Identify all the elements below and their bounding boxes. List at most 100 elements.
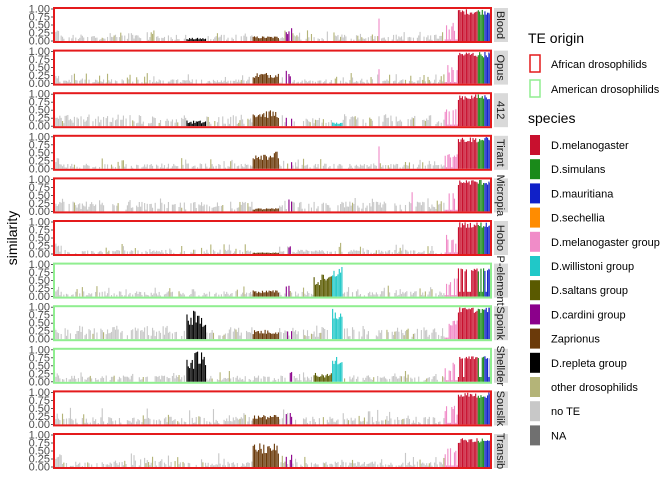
y-tick-label: 1.00 xyxy=(29,217,50,229)
similarity-bar xyxy=(306,464,309,467)
similarity-bar xyxy=(306,376,309,382)
similarity-bar xyxy=(161,250,163,254)
similarity-bar xyxy=(398,331,400,340)
similarity-bar xyxy=(337,165,339,169)
similarity-bar xyxy=(140,330,142,340)
similarity-bar xyxy=(408,80,411,84)
similarity-bar xyxy=(310,251,313,254)
similarity-bar xyxy=(277,453,279,467)
similarity-bar xyxy=(350,379,352,382)
similarity-bar xyxy=(191,79,193,84)
similarity-bar xyxy=(248,251,250,254)
similarity-bar xyxy=(387,464,389,467)
similarity-bar xyxy=(459,356,461,382)
similarity-bar xyxy=(118,291,121,297)
similarity-bar xyxy=(385,464,387,467)
similarity-bar xyxy=(87,36,89,41)
similarity-bar xyxy=(385,419,387,425)
similarity-bar xyxy=(120,378,122,382)
similarity-bar xyxy=(59,115,61,127)
similarity-bar xyxy=(60,202,62,212)
y-tick-label: 0.00 xyxy=(29,78,50,90)
similarity-bar xyxy=(272,290,274,297)
similarity-bar xyxy=(326,31,328,41)
similarity-bar xyxy=(394,80,396,84)
legend-label-species: D.cardini group xyxy=(551,309,626,321)
similarity-bar xyxy=(334,360,336,382)
similarity-bar xyxy=(249,291,252,297)
similarity-bar xyxy=(473,96,475,127)
similarity-bar xyxy=(302,287,305,297)
similarity-bar xyxy=(198,363,200,382)
y-tick-label: 0.75 xyxy=(29,12,50,24)
similarity-bar xyxy=(370,462,372,467)
similarity-bar xyxy=(469,184,471,212)
similarity-bar xyxy=(175,80,177,84)
similarity-bar xyxy=(79,325,81,340)
similarity-bar xyxy=(363,380,365,382)
similarity-bar xyxy=(116,81,118,84)
similarity-bar xyxy=(322,327,324,340)
similarity-bar xyxy=(136,164,138,169)
similarity-bar xyxy=(359,421,362,425)
similarity-bar xyxy=(475,138,477,169)
similarity-bar xyxy=(291,201,293,212)
similarity-bar xyxy=(448,193,450,212)
similarity-bar xyxy=(203,292,205,297)
panel-border xyxy=(53,433,492,469)
similarity-bar xyxy=(332,308,334,340)
similarity-bar xyxy=(219,36,221,41)
similarity-bar xyxy=(84,379,86,382)
similarity-bar xyxy=(169,465,171,467)
similarity-bar xyxy=(232,252,234,254)
similarity-bar xyxy=(412,164,414,169)
similarity-bar xyxy=(183,202,185,212)
similarity-bar xyxy=(224,167,226,169)
similarity-bar xyxy=(485,136,487,169)
similarity-bar xyxy=(121,330,123,340)
similarity-bar xyxy=(357,289,359,297)
similarity-bar xyxy=(108,465,110,467)
y-tick-label: 0.25 xyxy=(29,241,50,253)
similarity-bar xyxy=(117,329,119,340)
similarity-bar xyxy=(57,286,60,297)
similarity-bar xyxy=(439,461,441,467)
similarity-bar xyxy=(252,445,254,467)
similarity-bar xyxy=(330,373,332,382)
similarity-bar xyxy=(179,81,181,84)
similarity-bar xyxy=(292,165,294,169)
similarity-bar xyxy=(295,36,297,41)
similarity-bar xyxy=(322,274,324,297)
similarity-bar xyxy=(427,198,429,212)
similarity-bar xyxy=(333,32,335,41)
similarity-bar xyxy=(457,394,460,425)
similarity-bar xyxy=(300,380,302,382)
similarity-bar xyxy=(128,33,130,41)
similarity-bar xyxy=(277,292,279,297)
similarity-bar xyxy=(414,422,416,425)
similarity-bar xyxy=(219,463,221,467)
similarity-bar xyxy=(264,416,266,425)
similarity-bar xyxy=(181,207,183,212)
similarity-bar xyxy=(411,422,413,425)
similarity-bar xyxy=(88,377,90,382)
similarity-bar xyxy=(279,164,281,169)
similarity-bar xyxy=(155,293,158,297)
similarity-bar xyxy=(129,421,131,425)
similarity-bar xyxy=(459,95,461,127)
similarity-bar xyxy=(468,356,470,382)
similarity-bar xyxy=(275,208,277,212)
similarity-bar xyxy=(301,164,303,169)
similarity-bar xyxy=(193,310,195,340)
similarity-bar xyxy=(236,375,238,382)
similarity-bar xyxy=(246,330,248,340)
similarity-bar xyxy=(125,164,127,169)
similarity-bar xyxy=(444,39,446,41)
similarity-bar xyxy=(291,118,293,127)
similarity-bar xyxy=(264,73,266,84)
similarity-bar xyxy=(398,378,400,382)
similarity-bar xyxy=(423,327,425,340)
similarity-bar xyxy=(467,223,469,254)
similarity-bar xyxy=(146,73,148,84)
similarity-bar xyxy=(232,462,234,467)
